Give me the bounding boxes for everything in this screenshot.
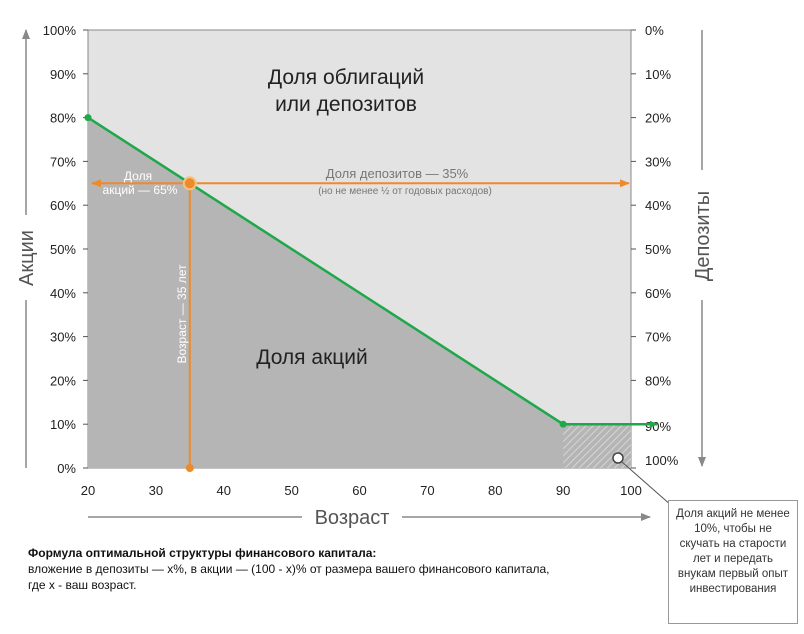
y-left-tick-label: 60% (50, 198, 76, 213)
y-left-tick-label: 70% (50, 154, 76, 169)
deposits-share-sublabel: (но не менее ½ от годовых расходов) (318, 186, 492, 197)
formula-block: Формула оптимальной структуры финансовог… (28, 545, 668, 593)
x-tick-label: 30 (149, 483, 163, 498)
y-right-tick-label: 70% (645, 330, 671, 345)
y-right-tick-label: 40% (645, 198, 671, 213)
formula-line2: где x - ваш возраст. (28, 578, 137, 592)
x-axis-title: Возраст (315, 507, 390, 529)
y-right-tick-label: 90% (645, 419, 671, 434)
y-axis-right-title: Депозиты (692, 191, 714, 281)
y-left-tick-label: 10% (50, 417, 76, 432)
stocks-line (87, 116, 658, 428)
y-right-tick-label: 0% (645, 23, 664, 38)
x-axis-ticks: 20 30 40 50 60 70 80 90 100 (81, 483, 642, 498)
example-point (182, 176, 197, 191)
y-right-tick-label: 50% (645, 242, 671, 257)
formula-title: Формула оптимальной структуры финансовог… (28, 546, 377, 560)
age-axis-point (185, 464, 194, 472)
y-axis-right-ticks: 100% 90% 80% 70% 60% 50% 40% 30% 20% 10% 0% (631, 23, 679, 469)
x-tick-label: 40 (217, 483, 231, 498)
y-left-tick-label: 30% (50, 330, 76, 345)
stocks-label: Доля акций (256, 346, 368, 369)
y-left-tick-label: 100% (43, 23, 77, 38)
line-point-start (84, 114, 92, 122)
y-axis-left-ticks: 0% 10% 20% 30% 40% 50% 60% 70% 80% 90% 100% (43, 23, 88, 476)
y-right-tick-label: 100% (645, 453, 679, 468)
x-tick-label: 20 (81, 483, 95, 498)
age-label: Возраст — 35 лет (175, 264, 189, 364)
y-right-tick-label: 10% (645, 67, 671, 82)
y-right-tick-label: 30% (645, 154, 671, 169)
note-pointer-dot (612, 452, 624, 464)
y-left-tick-label: 0% (57, 461, 76, 476)
x-tick-label: 90 (556, 483, 570, 498)
stocks-area (88, 117, 631, 468)
x-tick-label: 60 (352, 483, 366, 498)
x-tick-label: 80 (488, 483, 502, 498)
y-left-tick-label: 80% (50, 111, 76, 126)
y-axis-left-title: Акции (16, 230, 38, 286)
deposits-share-label: Доля депозитов — 35% (326, 166, 469, 181)
formula-line1: вложение в депозиты — x%, в акции — (100… (28, 562, 550, 576)
y-right-tick-label: 80% (645, 373, 671, 388)
bonds-label-line1: Доля облигаций (268, 66, 424, 89)
x-tick-label: 100 (620, 483, 642, 498)
line-point-90 (559, 420, 567, 428)
x-tick-label: 50 (284, 483, 298, 498)
y-right-tick-label: 60% (645, 286, 671, 301)
y-left-tick-label: 50% (50, 242, 76, 257)
min-stocks-note: Доля акций не менее 10%, чтобы не скучат… (668, 500, 798, 624)
note-pointer-line (621, 461, 673, 507)
y-left-tick-label: 90% (50, 67, 76, 82)
stocks-share-label-line1: Доля (124, 169, 152, 183)
bonds-label-line2: или депозитов (275, 93, 417, 116)
y-left-tick-label: 40% (50, 286, 76, 301)
y-left-tick-label: 20% (50, 373, 76, 388)
stocks-share-label-line2: акций — 65% (103, 183, 178, 197)
y-right-tick-label: 20% (645, 111, 671, 126)
x-tick-label: 70 (420, 483, 434, 498)
